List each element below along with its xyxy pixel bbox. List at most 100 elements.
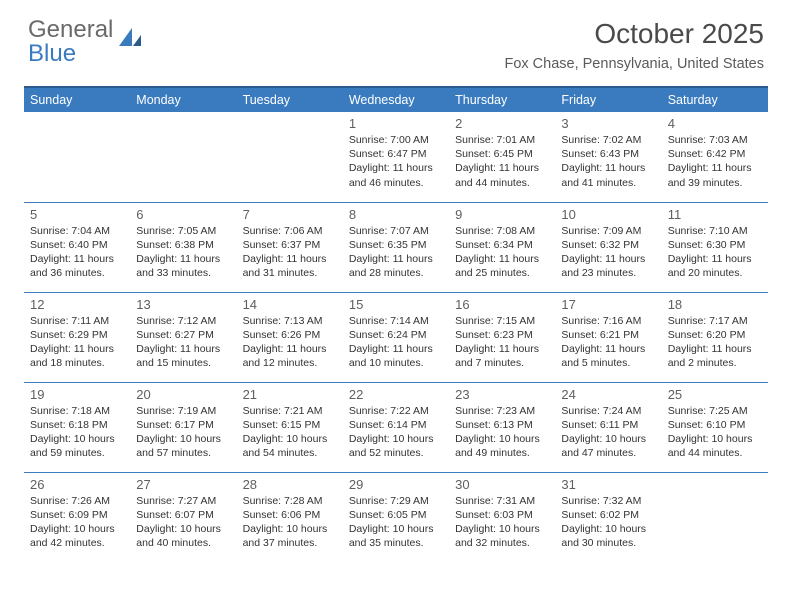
day-info: Sunrise: 7:21 AMSunset: 6:15 PMDaylight:…	[243, 404, 337, 461]
sunset-line: Sunset: 6:40 PM	[30, 238, 124, 252]
sunset-line: Sunset: 6:26 PM	[243, 328, 337, 342]
header: General Blue October 2025 Fox Chase, Pen…	[0, 0, 792, 78]
calendar-cell: 15Sunrise: 7:14 AMSunset: 6:24 PMDayligh…	[343, 292, 449, 382]
day-number: 7	[243, 207, 337, 222]
day-number: 28	[243, 477, 337, 492]
sunset-line: Sunset: 6:30 PM	[668, 238, 762, 252]
day-header: Sunday	[24, 87, 130, 112]
sunset-line: Sunset: 6:11 PM	[561, 418, 655, 432]
daylight-line: Daylight: 11 hours and 31 minutes.	[243, 252, 337, 280]
calendar-table: SundayMondayTuesdayWednesdayThursdayFrid…	[24, 86, 768, 562]
sunrise-line: Sunrise: 7:05 AM	[136, 224, 230, 238]
daylight-line: Daylight: 11 hours and 12 minutes.	[243, 342, 337, 370]
day-number: 12	[30, 297, 124, 312]
title-block: October 2025 Fox Chase, Pennsylvania, Un…	[504, 18, 764, 72]
day-number: 26	[30, 477, 124, 492]
daylight-line: Daylight: 11 hours and 39 minutes.	[668, 161, 762, 189]
sunset-line: Sunset: 6:35 PM	[349, 238, 443, 252]
calendar-cell: 1Sunrise: 7:00 AMSunset: 6:47 PMDaylight…	[343, 112, 449, 202]
day-header: Thursday	[449, 87, 555, 112]
calendar-cell: 20 Sunrise: 7:19 AMSunset: 6:17 PMDayligh…	[130, 382, 236, 472]
sunset-line: Sunset: 6:17 PM	[136, 418, 230, 432]
sunrise-line: Sunrise: 7:00 AM	[349, 133, 443, 147]
day-number: 15	[349, 297, 443, 312]
day-info: Sunrise: 7:09 AMSunset: 6:32 PMDaylight:…	[561, 224, 655, 281]
day-info: Sunrise: 7:06 AMSunset: 6:37 PMDaylight:…	[243, 224, 337, 281]
day-info: Sunrise: 7:27 AMSunset: 6:07 PMDaylight:…	[136, 494, 230, 551]
day-number: 27	[136, 477, 230, 492]
calendar-cell	[24, 112, 130, 202]
sunset-line: Sunset: 6:42 PM	[668, 147, 762, 161]
calendar-cell: 30Sunrise: 7:31 AMSunset: 6:03 PMDayligh…	[449, 472, 555, 562]
calendar-cell: 19Sunrise: 7:18 AMSunset: 6:18 PMDayligh…	[24, 382, 130, 472]
day-number: 22	[349, 387, 443, 402]
sunset-line: Sunset: 6:06 PM	[243, 508, 337, 522]
sunrise-line: Sunrise: 7:22 AM	[349, 404, 443, 418]
daylight-line: Daylight: 11 hours and 33 minutes.	[136, 252, 230, 280]
sunset-line: Sunset: 6:23 PM	[455, 328, 549, 342]
day-info: Sunrise: 7:31 AMSunset: 6:03 PMDaylight:…	[455, 494, 549, 551]
sunrise-line: Sunrise: 7:31 AM	[455, 494, 549, 508]
daylight-line: Daylight: 10 hours and 32 minutes.	[455, 522, 549, 550]
daylight-line: Daylight: 10 hours and 37 minutes.	[243, 522, 337, 550]
sunset-line: Sunset: 6:13 PM	[455, 418, 549, 432]
sunrise-line: Sunrise: 7:01 AM	[455, 133, 549, 147]
calendar-cell	[237, 112, 343, 202]
day-header-row: SundayMondayTuesdayWednesdayThursdayFrid…	[24, 87, 768, 112]
sunset-line: Sunset: 6:43 PM	[561, 147, 655, 161]
daylight-line: Daylight: 11 hours and 41 minutes.	[561, 161, 655, 189]
sunset-line: Sunset: 6:29 PM	[30, 328, 124, 342]
daylight-line: Daylight: 10 hours and 59 minutes.	[30, 432, 124, 460]
day-number: 23	[455, 387, 549, 402]
day-number: 29	[349, 477, 443, 492]
sunrise-line: Sunrise: 7:08 AM	[455, 224, 549, 238]
daylight-line: Daylight: 10 hours and 57 minutes.	[136, 432, 230, 460]
daylight-line: Daylight: 11 hours and 5 minutes.	[561, 342, 655, 370]
daylight-line: Daylight: 11 hours and 15 minutes.	[136, 342, 230, 370]
sunset-line: Sunset: 6:37 PM	[243, 238, 337, 252]
calendar-cell: 13Sunrise: 7:12 AMSunset: 6:27 PMDayligh…	[130, 292, 236, 382]
sunrise-line: Sunrise: 7:25 AM	[668, 404, 762, 418]
sunrise-line: Sunrise: 7:19 AM	[136, 404, 230, 418]
calendar-cell: 8Sunrise: 7:07 AMSunset: 6:35 PMDaylight…	[343, 202, 449, 292]
sunrise-line: Sunrise: 7:29 AM	[349, 494, 443, 508]
sunrise-line: Sunrise: 7:02 AM	[561, 133, 655, 147]
day-header: Saturday	[662, 87, 768, 112]
day-info: Sunrise: 7:29 AMSunset: 6:05 PMDaylight:…	[349, 494, 443, 551]
day-info: Sunrise: 7:07 AMSunset: 6:35 PMDaylight:…	[349, 224, 443, 281]
day-header: Wednesday	[343, 87, 449, 112]
sunrise-line: Sunrise: 7:06 AM	[243, 224, 337, 238]
day-number: 16	[455, 297, 549, 312]
calendar-cell: 21Sunrise: 7:21 AMSunset: 6:15 PMDayligh…	[237, 382, 343, 472]
calendar-cell: 14Sunrise: 7:13 AMSunset: 6:26 PMDayligh…	[237, 292, 343, 382]
day-header: Tuesday	[237, 87, 343, 112]
calendar-row: 26 Sunrise: 7:26 AMSunset: 6:09 PMDayligh…	[24, 472, 768, 562]
day-info: Sunrise: 7:04 AMSunset: 6:40 PMDaylight:…	[30, 224, 124, 281]
day-number: 2	[455, 116, 549, 131]
day-number: 9	[455, 207, 549, 222]
sunrise-line: Sunrise: 7:26 AM	[30, 494, 124, 508]
day-info: Sunrise: 7:05 AMSunset: 6:38 PMDaylight:…	[136, 224, 230, 281]
calendar-cell: 26 Sunrise: 7:26 AMSunset: 6:09 PMDayligh…	[24, 472, 130, 562]
day-info: Sunrise: 7:01 AMSunset: 6:45 PMDaylight:…	[455, 133, 549, 190]
sunset-line: Sunset: 6:24 PM	[349, 328, 443, 342]
daylight-line: Daylight: 10 hours and 44 minutes.	[668, 432, 762, 460]
day-number: 20	[136, 387, 230, 402]
day-info: Sunrise: 7:28 AMSunset: 6:06 PMDaylight:…	[243, 494, 337, 551]
calendar-cell: 4Sunrise: 7:03 AMSunset: 6:42 PMDaylight…	[662, 112, 768, 202]
calendar-cell: 27 Sunrise: 7:27 AMSunset: 6:07 PMDayligh…	[130, 472, 236, 562]
sunrise-line: Sunrise: 7:24 AM	[561, 404, 655, 418]
location: Fox Chase, Pennsylvania, United States	[504, 56, 764, 72]
calendar-cell	[130, 112, 236, 202]
day-info: Sunrise: 7:26 AMSunset: 6:09 PMDaylight:…	[30, 494, 124, 551]
day-info: Sunrise: 7:03 AMSunset: 6:42 PMDaylight:…	[668, 133, 762, 190]
calendar-cell: 29 Sunrise: 7:29 AMSunset: 6:05 PMDayligh…	[343, 472, 449, 562]
day-info: Sunrise: 7:15 AMSunset: 6:23 PMDaylight:…	[455, 314, 549, 371]
sunrise-line: Sunrise: 7:09 AM	[561, 224, 655, 238]
daylight-line: Daylight: 10 hours and 47 minutes.	[561, 432, 655, 460]
day-number: 3	[561, 116, 655, 131]
day-info: Sunrise: 7:02 AMSunset: 6:43 PMDaylight:…	[561, 133, 655, 190]
calendar-cell: 12Sunrise: 7:11 AMSunset: 6:29 PMDayligh…	[24, 292, 130, 382]
calendar-cell: 17Sunrise: 7:16 AMSunset: 6:21 PMDayligh…	[555, 292, 661, 382]
day-info: Sunrise: 7:10 AMSunset: 6:30 PMDaylight:…	[668, 224, 762, 281]
